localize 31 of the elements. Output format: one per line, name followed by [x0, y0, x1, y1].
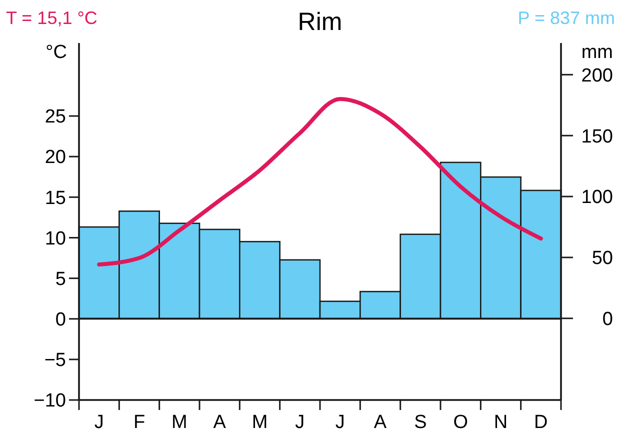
chart-title: Rim: [298, 8, 342, 36]
x-tick-label: J: [295, 412, 305, 433]
text: T = 15,1 °C: [6, 8, 98, 28]
y-tick-label: 5: [55, 268, 66, 290]
line-series: [97, 96, 543, 266]
y-tick-label: 15: [44, 188, 66, 209]
x-tick-label: M: [252, 412, 268, 433]
y2-tick-label: 50: [592, 248, 613, 270]
y2-tick-label: 0: [602, 309, 613, 330]
y-tick-label: 0: [55, 310, 66, 331]
x-tick-label: N: [494, 412, 508, 433]
x-tick-label: J: [335, 412, 345, 433]
y2-tick-label: 100: [581, 187, 613, 208]
y-tick-label: 25: [44, 106, 66, 128]
y2-tick-label: 150: [581, 126, 613, 148]
text: P = 837 mm: [518, 8, 615, 28]
x-tick-label: J: [94, 412, 104, 433]
y2-tick-label: 200: [581, 65, 613, 86]
x-tick-label: F: [133, 412, 146, 433]
y-axis-title: °C: [46, 42, 67, 63]
y-tick-label: −5: [44, 350, 66, 372]
y-tick-label: 10: [44, 228, 66, 250]
y-tick-label: −10: [34, 390, 66, 412]
y2-axis-title: mm: [581, 42, 613, 63]
x-tick-label: S: [414, 412, 427, 433]
x-tick-label: M: [172, 412, 188, 433]
x-tick-label: A: [213, 412, 226, 433]
x-tick-label: O: [453, 412, 468, 433]
y-tick-label: 20: [44, 147, 66, 168]
x-tick-label: D: [534, 412, 548, 433]
x-tick-label: A: [374, 412, 387, 433]
